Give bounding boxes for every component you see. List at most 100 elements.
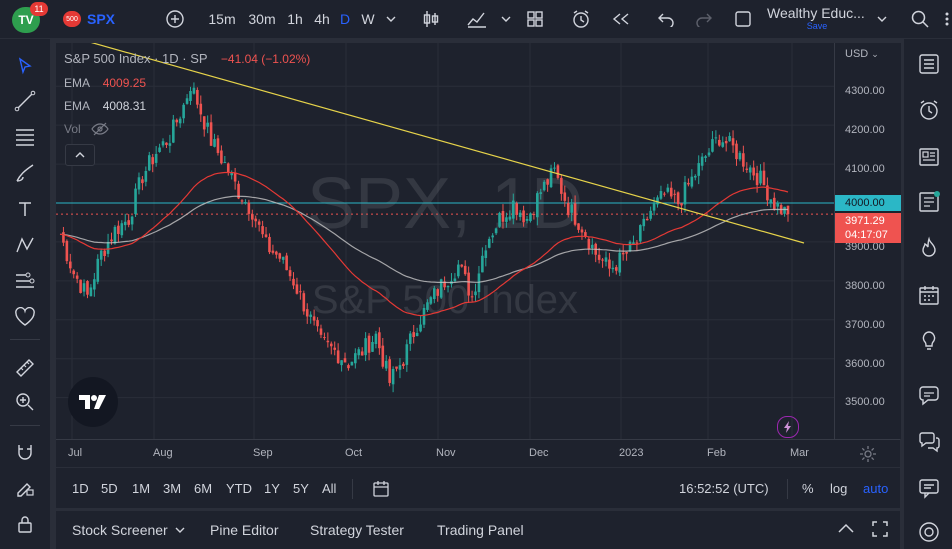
layout-dropdown-button[interactable] — [874, 0, 890, 38]
icons-tool[interactable] — [10, 302, 40, 332]
interval-dropdown-button[interactable] — [383, 0, 399, 38]
range-3m[interactable]: 3M — [163, 481, 182, 496]
more-button[interactable] — [942, 0, 952, 38]
range-1m[interactable]: 1M — [132, 481, 151, 496]
chart-settings-button[interactable] — [859, 445, 877, 468]
candle-body — [62, 232, 65, 243]
redo-button[interactable] — [694, 0, 714, 38]
interval-d[interactable]: D — [339, 11, 351, 27]
candle-body — [192, 87, 196, 94]
lock-drawings-tool[interactable] — [10, 472, 40, 502]
undo-button[interactable] — [656, 0, 676, 38]
pattern-tool[interactable] — [10, 230, 40, 260]
horizontal-level-line[interactable] — [56, 202, 834, 215]
legend-ema-1[interactable]: EMA 4009.25 — [64, 76, 146, 90]
price-chart[interactable]: SPX, 1D S&P 500 Index — [56, 43, 834, 439]
magnet-tool[interactable] — [10, 437, 40, 467]
symbol-search-button[interactable]: SPX — [86, 11, 115, 27]
percent-scale-toggle[interactable]: % — [802, 481, 814, 496]
indicators-dropdown-button[interactable] — [498, 0, 514, 38]
calendar-button[interactable] — [914, 280, 944, 310]
text-tool[interactable] — [10, 194, 40, 224]
time-tick: Nov — [436, 447, 456, 459]
tab-pine-editor[interactable]: Pine Editor — [210, 522, 279, 538]
candle-body — [354, 353, 357, 364]
candle-body — [309, 314, 312, 317]
indicators-button[interactable] — [465, 0, 489, 38]
trend-line-tool[interactable] — [10, 86, 40, 116]
brush-tool[interactable] — [10, 158, 40, 188]
candle-body — [419, 324, 422, 332]
tab-strategy-tester[interactable]: Strategy Tester — [310, 522, 404, 538]
range-1y[interactable]: 1Y — [264, 481, 280, 496]
candle-body — [494, 228, 498, 234]
interval-4h[interactable]: 4h — [314, 11, 330, 27]
alerts-button[interactable] — [914, 95, 944, 125]
price-tick: 4100.00 — [845, 163, 885, 175]
interval-30m[interactable]: 30m — [248, 11, 276, 27]
goto-date-button[interactable] — [372, 480, 390, 503]
cursor-tool[interactable] — [10, 51, 40, 81]
alert-button[interactable] — [570, 0, 594, 38]
help-button[interactable] — [914, 517, 944, 547]
ideas-button[interactable] — [914, 326, 944, 356]
replay-button[interactable] — [609, 0, 633, 38]
notifications-button[interactable] — [914, 473, 944, 503]
auto-scale-toggle[interactable]: auto — [863, 481, 889, 496]
legend-volume[interactable]: Vol — [64, 122, 109, 136]
news-button[interactable] — [914, 142, 944, 172]
tradingview-watermark-logo[interactable] — [68, 377, 118, 427]
hotlists-button[interactable] — [914, 233, 944, 263]
interval-w[interactable]: W — [361, 11, 375, 27]
prediction-tool[interactable] — [10, 266, 40, 296]
candle-body — [189, 91, 192, 101]
interval-1h[interactable]: 1h — [287, 11, 303, 27]
interval-15m[interactable]: 15m — [208, 11, 236, 27]
time-axis[interactable]: Jul Aug Sep Oct Nov Dec 2023 Feb Mar — [56, 439, 900, 467]
candle-body — [89, 287, 93, 297]
search-button[interactable] — [908, 0, 932, 38]
utc-clock[interactable]: 16:52:52 (UTC) — [679, 481, 769, 496]
candle-body — [546, 179, 549, 185]
lock-all-tool[interactable] — [10, 509, 40, 539]
maximize-panel-button[interactable] — [871, 520, 889, 543]
chart-pane[interactable]: SPX, 1D S&P 500 Index S&P 500 Index · 1D… — [56, 43, 834, 439]
expand-panel-button[interactable] — [836, 521, 856, 542]
candle-body — [666, 187, 670, 192]
layout-grid-button[interactable] — [524, 0, 546, 38]
range-5d[interactable]: 5D — [101, 481, 118, 496]
candle-body — [467, 272, 470, 296]
watchlist-button[interactable] — [914, 49, 944, 79]
measure-tool[interactable] — [10, 353, 40, 383]
candle-body — [642, 218, 646, 227]
level-price-label[interactable]: 4000.00 — [835, 195, 901, 211]
streams-button[interactable] — [914, 381, 944, 411]
range-1d[interactable]: 1D — [72, 481, 89, 496]
trendline[interactable] — [86, 43, 805, 244]
tab-trading-panel[interactable]: Trading Panel — [437, 522, 524, 538]
data-window-button[interactable] — [914, 187, 944, 217]
fullscreen-layout-button[interactable] — [732, 0, 754, 38]
candle-body — [577, 223, 580, 230]
chats-button[interactable] — [914, 427, 944, 457]
collapse-legend-button[interactable] — [65, 144, 95, 166]
range-divider — [787, 479, 788, 499]
events-button[interactable] — [777, 416, 799, 438]
compare-symbol-button[interactable] — [162, 0, 188, 38]
stock-screener-dropdown[interactable] — [174, 523, 186, 541]
range-ytd[interactable]: YTD — [226, 481, 252, 496]
undo-icon — [658, 13, 674, 27]
chart-type-button[interactable] — [420, 0, 442, 38]
range-5y[interactable]: 5Y — [293, 481, 309, 496]
zoom-tool[interactable] — [10, 387, 40, 417]
tab-stock-screener[interactable]: Stock Screener — [72, 522, 168, 538]
currency-selector[interactable]: USD ⌄ — [845, 48, 879, 60]
log-scale-toggle[interactable]: log — [830, 481, 848, 496]
range-6m[interactable]: 6M — [194, 481, 213, 496]
range-all[interactable]: All — [322, 481, 337, 496]
legend-ema-2[interactable]: EMA 4008.31 — [64, 99, 146, 113]
layout-name-button[interactable]: Wealthy Educ... Save — [767, 5, 867, 35]
candle-body — [144, 170, 148, 182]
fib-tool[interactable] — [10, 122, 40, 152]
price-axis[interactable]: USD ⌄ 4300.00 4200.00 4100.00 3900.00 38… — [834, 43, 901, 439]
